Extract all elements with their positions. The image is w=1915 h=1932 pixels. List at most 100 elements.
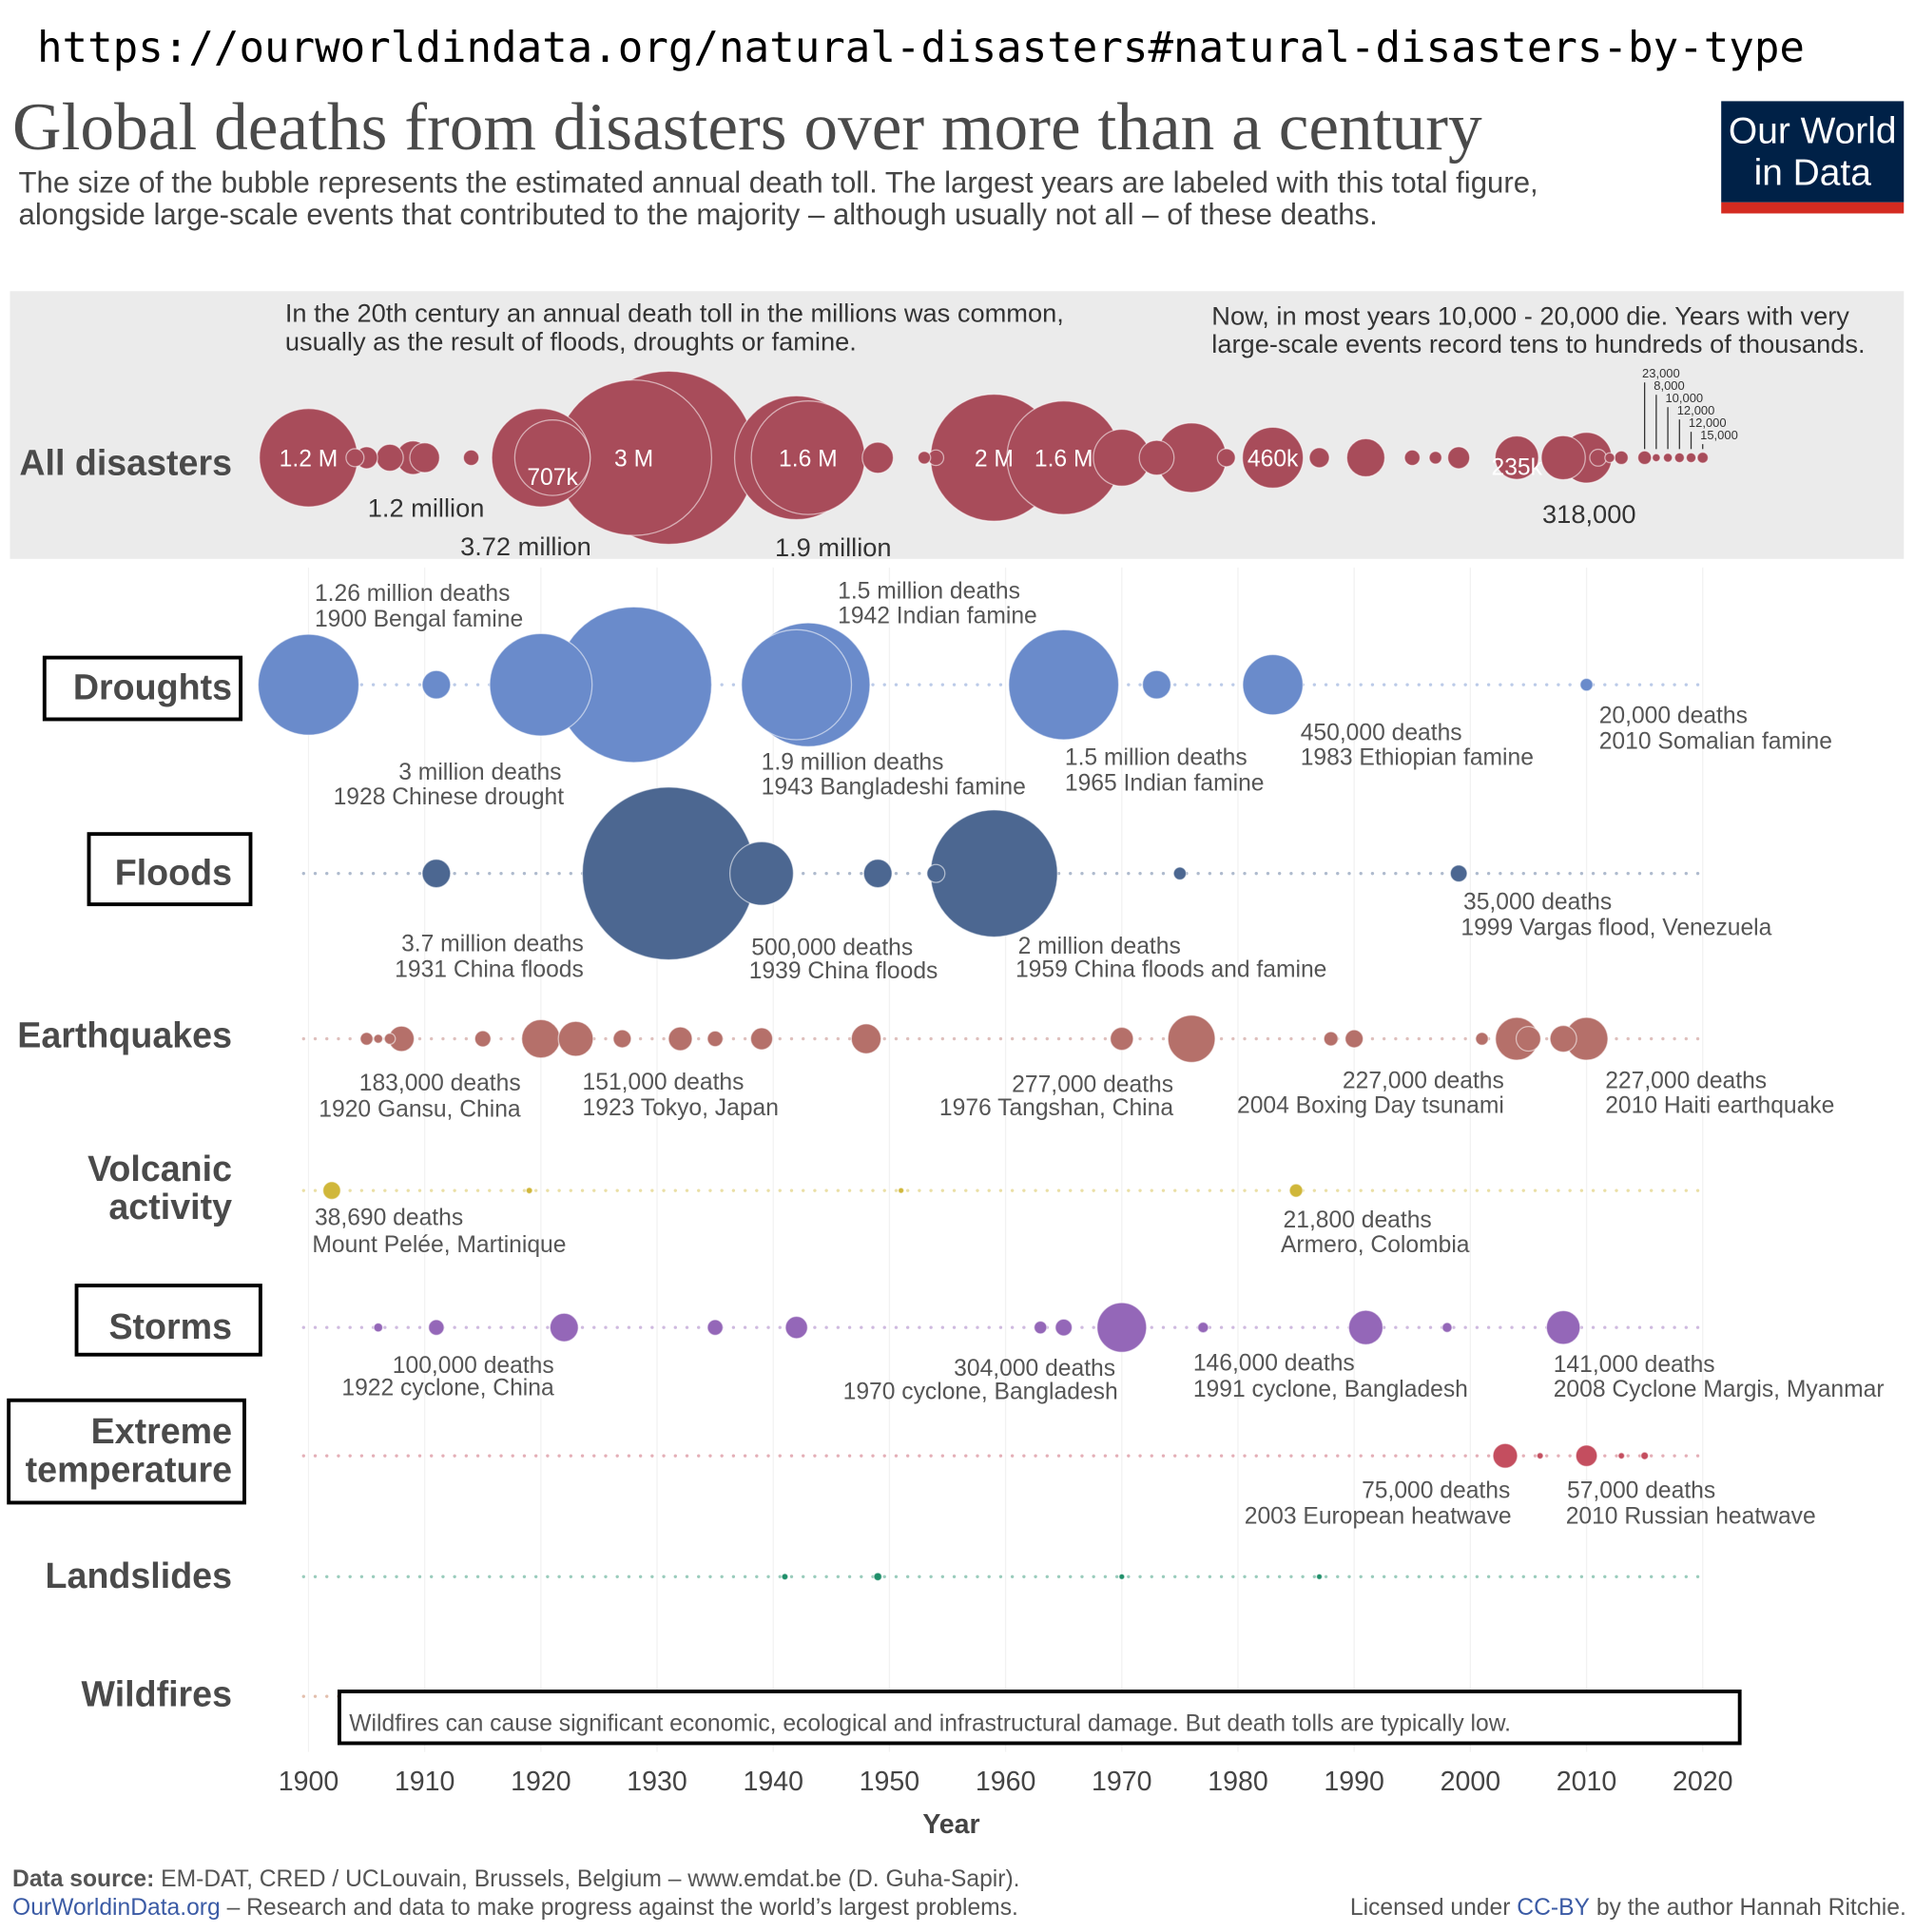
- bubble-1911[interactable]: [421, 669, 452, 700]
- bubble-1904[interactable]: [345, 448, 365, 468]
- bubble-2018[interactable]: [1673, 452, 1686, 464]
- bubble-1949[interactable]: [862, 859, 893, 889]
- bubble-1911[interactable]: [428, 1319, 445, 1337]
- bubble-1987[interactable]: [1315, 1573, 1324, 1580]
- svg-text:Mount Pelée, Martinique: Mount Pelée, Martinique: [312, 1232, 566, 1258]
- baseline-dot: [673, 1188, 677, 1192]
- bubble-2006[interactable]: [1536, 1452, 1544, 1460]
- bubble-1907[interactable]: [383, 1033, 397, 1045]
- bubble-1998[interactable]: [1441, 1322, 1453, 1334]
- owid-logo[interactable]: Our World in Data: [1721, 101, 1905, 214]
- baseline-dot: [894, 1188, 899, 1192]
- bubble-1991[interactable]: [1345, 437, 1386, 478]
- bubble-1959[interactable]: [929, 809, 1058, 938]
- baseline-dot: [348, 1188, 352, 1192]
- bubble-2010[interactable]: [1579, 677, 1594, 692]
- bubble-1976[interactable]: [1167, 1014, 1216, 1064]
- bubble-2012[interactable]: [1604, 452, 1615, 464]
- bubble-1939[interactable]: [728, 840, 795, 906]
- bubble-1970[interactable]: [1110, 1026, 1134, 1052]
- bubble-1999[interactable]: [1449, 864, 1468, 883]
- bubble-2001[interactable]: [1475, 1032, 1489, 1046]
- bubble-1915[interactable]: [474, 1030, 492, 1048]
- bubble-1942[interactable]: [741, 628, 853, 741]
- bubble-2008[interactable]: [1545, 1309, 1581, 1345]
- bubble-2013[interactable]: [1617, 1452, 1626, 1460]
- license-link[interactable]: CC-BY: [1517, 1895, 1590, 1921]
- bubble-1965[interactable]: [1054, 1318, 1074, 1337]
- baseline-dot: [1499, 683, 1502, 686]
- bubble-1977[interactable]: [1197, 1321, 1209, 1334]
- bubble-1973[interactable]: [1138, 439, 1175, 476]
- bubble-2016[interactable]: [1651, 453, 1661, 463]
- bubble-2015[interactable]: [1636, 450, 1653, 466]
- bubble-2015[interactable]: [1640, 1451, 1650, 1460]
- bubble-1965[interactable]: [1008, 628, 1120, 741]
- bubble-1923[interactable]: [557, 1020, 594, 1057]
- baseline-dot: [1626, 871, 1630, 876]
- bubble-1942[interactable]: [784, 1315, 808, 1340]
- bubble-1979[interactable]: [1216, 448, 1236, 468]
- bubble-1935[interactable]: [706, 1030, 724, 1048]
- bubble-1963[interactable]: [1033, 1320, 1048, 1335]
- bubble-1905[interactable]: [359, 1032, 374, 1046]
- bubble-1991[interactable]: [1347, 1309, 1384, 1345]
- bubble-1902[interactable]: [321, 1181, 341, 1201]
- bubble-1988[interactable]: [1323, 1031, 1339, 1047]
- bubble-1935[interactable]: [706, 1319, 724, 1337]
- bubble-2005[interactable]: [1515, 1025, 1542, 1053]
- bubble-1920[interactable]: [521, 1018, 561, 1059]
- bubble-2003[interactable]: [1492, 1442, 1518, 1469]
- bubble-1949[interactable]: [861, 441, 895, 474]
- bubble-1919[interactable]: [525, 1187, 533, 1195]
- baseline-dot: [1673, 1325, 1676, 1329]
- bubble-2004[interactable]: [1494, 435, 1539, 480]
- svg-text:227,000 deaths: 227,000 deaths: [1605, 1068, 1767, 1093]
- bubble-2020[interactable]: [1696, 451, 1710, 464]
- bubble-1975[interactable]: [1172, 866, 1188, 881]
- bubble-1921[interactable]: [513, 419, 591, 496]
- bubble-2017[interactable]: [1662, 453, 1673, 463]
- bubble-1914[interactable]: [462, 449, 480, 467]
- bubble-1920[interactable]: [489, 632, 593, 737]
- bubble-2011[interactable]: [1589, 448, 1608, 467]
- bubble-2008[interactable]: [1549, 1024, 1577, 1053]
- bubble-1990[interactable]: [1344, 1029, 1364, 1049]
- bubble-1906[interactable]: [373, 1034, 384, 1044]
- bubble-1906[interactable]: [373, 1322, 384, 1333]
- bubble-2010[interactable]: [1575, 1444, 1598, 1468]
- baseline-dot: [894, 683, 899, 686]
- bubble-1911[interactable]: [421, 859, 452, 889]
- bubble-1907[interactable]: [376, 443, 404, 473]
- bubble-2019[interactable]: [1685, 452, 1697, 464]
- bubble-1931[interactable]: [581, 786, 756, 961]
- bubble-1973[interactable]: [1141, 669, 1172, 700]
- bubble-1953[interactable]: [917, 451, 932, 465]
- bubble-1970[interactable]: [1096, 1302, 1148, 1353]
- bubble-1941[interactable]: [781, 1573, 789, 1581]
- bubble-1949[interactable]: [873, 1572, 883, 1582]
- bubble-1985[interactable]: [1288, 1183, 1304, 1198]
- bubble-1997[interactable]: [1428, 451, 1443, 465]
- bubble-1922[interactable]: [549, 1312, 579, 1343]
- bubble-1954[interactable]: [926, 863, 946, 883]
- bubble-1999[interactable]: [1446, 446, 1471, 470]
- svg-text:in Data: in Data: [1754, 153, 1872, 194]
- bubble-1951[interactable]: [898, 1187, 905, 1194]
- bubble-1995[interactable]: [1403, 449, 1422, 467]
- bubble-1983[interactable]: [1241, 426, 1305, 490]
- source-url[interactable]: https://ourworldindata.org/natural-disas…: [37, 24, 1805, 72]
- bubble-1987[interactable]: [1308, 447, 1330, 469]
- bubble-1983[interactable]: [1242, 653, 1304, 716]
- bubble-2008[interactable]: [1540, 435, 1586, 481]
- site-link[interactable]: OurWorldinData.org: [12, 1895, 221, 1921]
- baseline-dot: [1254, 1575, 1258, 1578]
- bubble-1970[interactable]: [1118, 1573, 1126, 1580]
- bubble-1932[interactable]: [667, 1026, 693, 1052]
- bubble-2013[interactable]: [1614, 450, 1630, 466]
- bubble-1939[interactable]: [749, 1027, 774, 1051]
- bubble-1900[interactable]: [257, 633, 360, 736]
- bubble-1910[interactable]: [409, 442, 440, 473]
- bubble-1948[interactable]: [850, 1023, 882, 1054]
- bubble-1927[interactable]: [612, 1029, 632, 1049]
